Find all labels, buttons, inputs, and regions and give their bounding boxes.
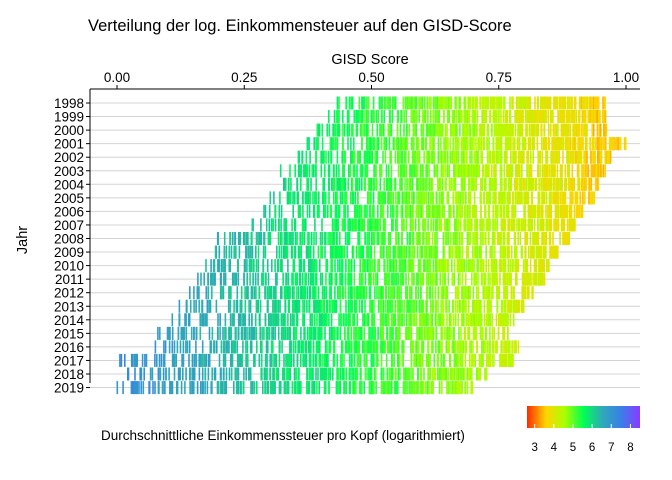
y-axis-label: Jahr bbox=[15, 226, 31, 254]
year-strip bbox=[279, 164, 607, 178]
year-strip bbox=[189, 286, 534, 300]
year-strip bbox=[205, 259, 550, 273]
year-strip bbox=[216, 232, 571, 245]
year-strip bbox=[327, 110, 607, 123]
year-strip bbox=[336, 96, 606, 110]
year-strip bbox=[251, 218, 576, 232]
year-strip bbox=[306, 137, 627, 151]
year-strip bbox=[119, 353, 514, 367]
data-strips bbox=[116, 96, 627, 395]
year-strip bbox=[269, 191, 596, 205]
x-axis-label: GISD Score bbox=[331, 52, 408, 68]
year-strip bbox=[316, 123, 608, 137]
year-strip bbox=[154, 340, 520, 354]
year-strip bbox=[178, 299, 525, 313]
year-strip bbox=[171, 313, 515, 327]
year-strip bbox=[263, 204, 584, 218]
year-strip bbox=[297, 150, 612, 164]
year-strip bbox=[214, 245, 559, 259]
year-strip bbox=[157, 326, 509, 340]
year-strip bbox=[127, 367, 488, 381]
year-strip bbox=[197, 272, 546, 286]
year-strip bbox=[282, 177, 600, 191]
chart-title: Verteilung der log. Einkommensteuer auf … bbox=[88, 17, 512, 35]
